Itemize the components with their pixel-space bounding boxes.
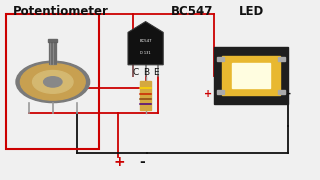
Text: E: E (154, 68, 159, 76)
Bar (214, 47, 288, 104)
Circle shape (20, 64, 85, 100)
Text: +: + (204, 89, 212, 99)
Circle shape (16, 61, 90, 103)
Text: Potentiometer: Potentiometer (13, 5, 109, 18)
Bar (278, 57, 285, 61)
Circle shape (33, 71, 73, 93)
Bar (49, 42, 56, 64)
Text: LED: LED (238, 5, 264, 18)
Bar (222, 56, 280, 95)
Text: -: - (139, 155, 145, 169)
Bar (232, 63, 270, 88)
Bar (217, 90, 224, 94)
Bar (48, 39, 57, 42)
Text: D 131: D 131 (140, 51, 151, 55)
Text: -: - (286, 89, 291, 99)
Text: BC547: BC547 (171, 5, 213, 18)
Bar (6, 14, 99, 149)
Bar (278, 90, 285, 94)
Text: +: + (114, 155, 125, 169)
Polygon shape (128, 22, 163, 65)
Text: B: B (143, 68, 149, 76)
Circle shape (44, 77, 62, 87)
Bar (217, 57, 224, 61)
Text: BC547: BC547 (139, 39, 152, 42)
Bar (140, 81, 151, 110)
Text: C: C (133, 68, 139, 76)
